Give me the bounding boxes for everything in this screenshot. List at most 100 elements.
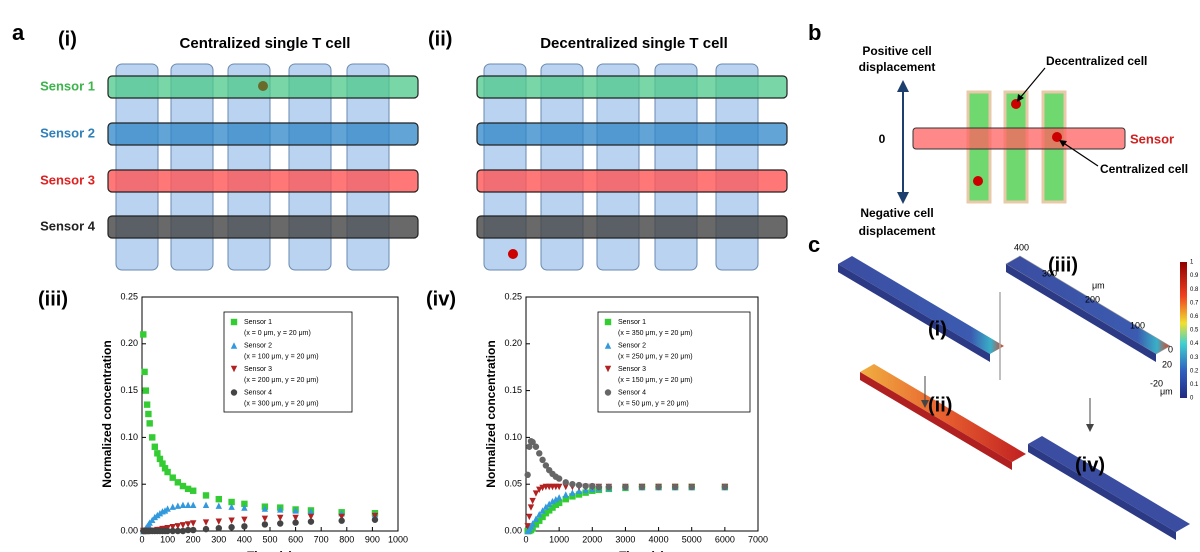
sensor-label: Sensor 3: [40, 172, 95, 187]
x-tick-label: 100: [160, 534, 175, 544]
y-tick-label: 0.25: [504, 291, 522, 301]
data-point: [185, 521, 191, 527]
data-point: [622, 484, 628, 490]
colorbar-tick: 0.5: [1190, 328, 1199, 334]
colorbar-tick: 0.2: [1190, 368, 1199, 374]
data-point: [569, 481, 575, 487]
data-point: [216, 496, 222, 502]
data-point: [216, 525, 222, 531]
data-point: [556, 475, 562, 481]
data-point: [141, 369, 147, 375]
y-tick-label: 0.25: [120, 291, 138, 301]
data-point: [203, 519, 209, 525]
data-point: [140, 331, 146, 337]
legend-marker: [605, 389, 611, 395]
data-point: [528, 504, 534, 510]
x-tick-label: 1000: [549, 534, 569, 544]
y-tick-label: 0.00: [504, 525, 522, 535]
legend-box: [224, 312, 352, 412]
x-tick-label: 700: [314, 534, 329, 544]
data-point: [228, 524, 234, 530]
figure: a b c (i) (ii) (iii) (iv) Centralized si…: [0, 0, 1200, 552]
x-tick-label: 800: [339, 534, 354, 544]
data-point: [262, 521, 268, 527]
data-point: [241, 517, 247, 523]
x-tick-label: 200: [186, 534, 201, 544]
axis-note: 0: [879, 132, 886, 146]
data-point: [563, 479, 569, 485]
y-tick-label: 0.05: [120, 479, 138, 489]
y-tick-label: 0.10: [504, 432, 522, 442]
y-tick-label: 0.10: [120, 432, 138, 442]
data-point: [164, 469, 170, 475]
simulation-c: [838, 256, 1190, 540]
legend-box: [598, 312, 750, 412]
axis-note: displacement: [859, 224, 936, 238]
data-point: [277, 515, 283, 521]
data-point: [180, 502, 186, 508]
sub-label: (iv): [426, 288, 456, 310]
sub-label: (iv): [1075, 454, 1105, 476]
legend-position: (x = 0 μm, y = 20 μm): [244, 330, 311, 337]
data-point: [563, 491, 569, 497]
data-point: [308, 518, 314, 524]
data-point: [203, 502, 209, 508]
sub-label: (ii): [428, 28, 452, 50]
data-point: [526, 514, 532, 520]
y-tick-label: 0.05: [504, 479, 522, 489]
legend-label: Sensor 3: [618, 366, 646, 373]
data-point: [203, 526, 209, 532]
x-tick-label: 400: [237, 534, 252, 544]
legend-label: Sensor 2: [618, 342, 646, 349]
data-point: [145, 411, 151, 417]
tick-label-3d: 300: [1042, 268, 1057, 278]
legend-position: (x = 100 μm, y = 20 μm): [244, 353, 319, 360]
data-point: [241, 523, 247, 529]
data-point: [606, 484, 612, 490]
x-tick-label: 300: [211, 534, 226, 544]
x-tick-label: 0: [139, 534, 144, 544]
y-tick-label: 0.00: [120, 525, 138, 535]
data-point: [655, 484, 661, 490]
data-point: [143, 387, 149, 393]
sensor-label: Sensor 1: [40, 78, 95, 93]
data-point: [372, 517, 378, 523]
data-point: [216, 503, 222, 509]
data-point: [539, 457, 545, 463]
sub-label: (i): [58, 28, 77, 50]
legend-position: (x = 350 μm, y = 20 μm): [618, 330, 693, 337]
colorbar-tick: 0.8: [1190, 287, 1199, 293]
data-point: [689, 484, 695, 490]
data-point: [672, 484, 678, 490]
sensor-note: Sensor: [1130, 131, 1174, 146]
sensor-label: Sensor 2: [40, 125, 95, 140]
legend-label: Sensor 2: [244, 342, 272, 349]
data-point: [152, 444, 158, 450]
data-point: [149, 434, 155, 440]
unit-label: μm: [1092, 280, 1105, 290]
x-tick-label: 5000: [682, 534, 702, 544]
tick-label-3d: 0: [1168, 344, 1173, 354]
data-point: [154, 450, 160, 456]
x-tick-label: 2000: [582, 534, 602, 544]
legend-label: Sensor 4: [244, 389, 272, 396]
data-point: [292, 519, 298, 525]
colorbar-tick: 0.9: [1190, 273, 1199, 279]
x-tick-label: 500: [262, 534, 277, 544]
x-tick-label: 6000: [715, 534, 735, 544]
data-point: [596, 484, 602, 490]
data-point: [338, 518, 344, 524]
data-point: [180, 522, 186, 528]
data-point: [144, 401, 150, 407]
x-tick-label: 7000: [748, 534, 768, 544]
data-point: [569, 489, 575, 495]
data-point: [203, 492, 209, 498]
legend-position: (x = 300 μm, y = 20 μm): [244, 400, 319, 407]
panel-title: Centralized single T cell: [180, 35, 351, 52]
data-point: [277, 520, 283, 526]
panel-title: Decentralized single T cell: [540, 35, 728, 52]
data-point: [185, 502, 191, 508]
axis-note: displacement: [859, 60, 936, 74]
panel-label: b: [808, 20, 821, 45]
legend-position: (x = 50 μm, y = 20 μm): [618, 400, 689, 407]
